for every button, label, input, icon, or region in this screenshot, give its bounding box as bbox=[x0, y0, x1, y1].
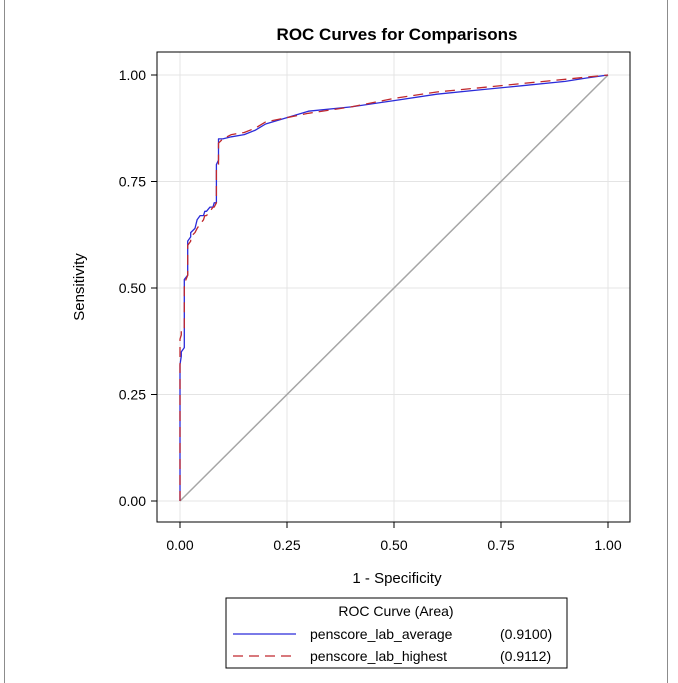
series-layer bbox=[179, 74, 609, 501]
x-ticks: 0.00 0.25 0.50 0.75 1.00 bbox=[166, 522, 622, 553]
y-ticks: 0.00 0.25 0.50 0.75 1.00 bbox=[119, 67, 157, 509]
x-tick-label: 0.00 bbox=[166, 537, 193, 553]
legend-area-highest: (0.9112) bbox=[500, 648, 551, 664]
diagonal-reference-line bbox=[179, 74, 609, 502]
legend-label-average: penscore_lab_average bbox=[310, 626, 453, 642]
reference-diagonal bbox=[179, 74, 609, 502]
y-tick-label: 0.25 bbox=[119, 387, 146, 403]
series-line-penscore-lab-average bbox=[179, 74, 609, 501]
legend-title: ROC Curve (Area) bbox=[338, 603, 453, 619]
legend-area-average: (0.9100) bbox=[500, 626, 552, 642]
legend: ROC Curve (Area) penscore_lab_average (0… bbox=[225, 597, 568, 669]
y-axis-label: Sensitivity bbox=[71, 253, 88, 321]
series-line-penscore-lab-highest bbox=[179, 74, 609, 501]
chart-title: ROC Curves for Comparisons bbox=[277, 25, 518, 44]
x-tick-label: 0.25 bbox=[273, 537, 300, 553]
y-tick-label: 0.50 bbox=[119, 280, 146, 296]
y-tick-label: 0.75 bbox=[119, 174, 146, 190]
grid bbox=[157, 52, 630, 522]
figure-frame bbox=[4, 0, 668, 683]
x-tick-label: 0.50 bbox=[380, 537, 407, 553]
x-axis-label: 1 - Specificity bbox=[352, 570, 442, 587]
y-tick-label: 1.00 bbox=[119, 67, 146, 83]
legend-label-highest: penscore_lab_highest bbox=[310, 648, 447, 664]
y-tick-label: 0.00 bbox=[119, 493, 146, 509]
x-tick-label: 1.00 bbox=[594, 537, 621, 553]
x-tick-label: 0.75 bbox=[487, 537, 514, 553]
